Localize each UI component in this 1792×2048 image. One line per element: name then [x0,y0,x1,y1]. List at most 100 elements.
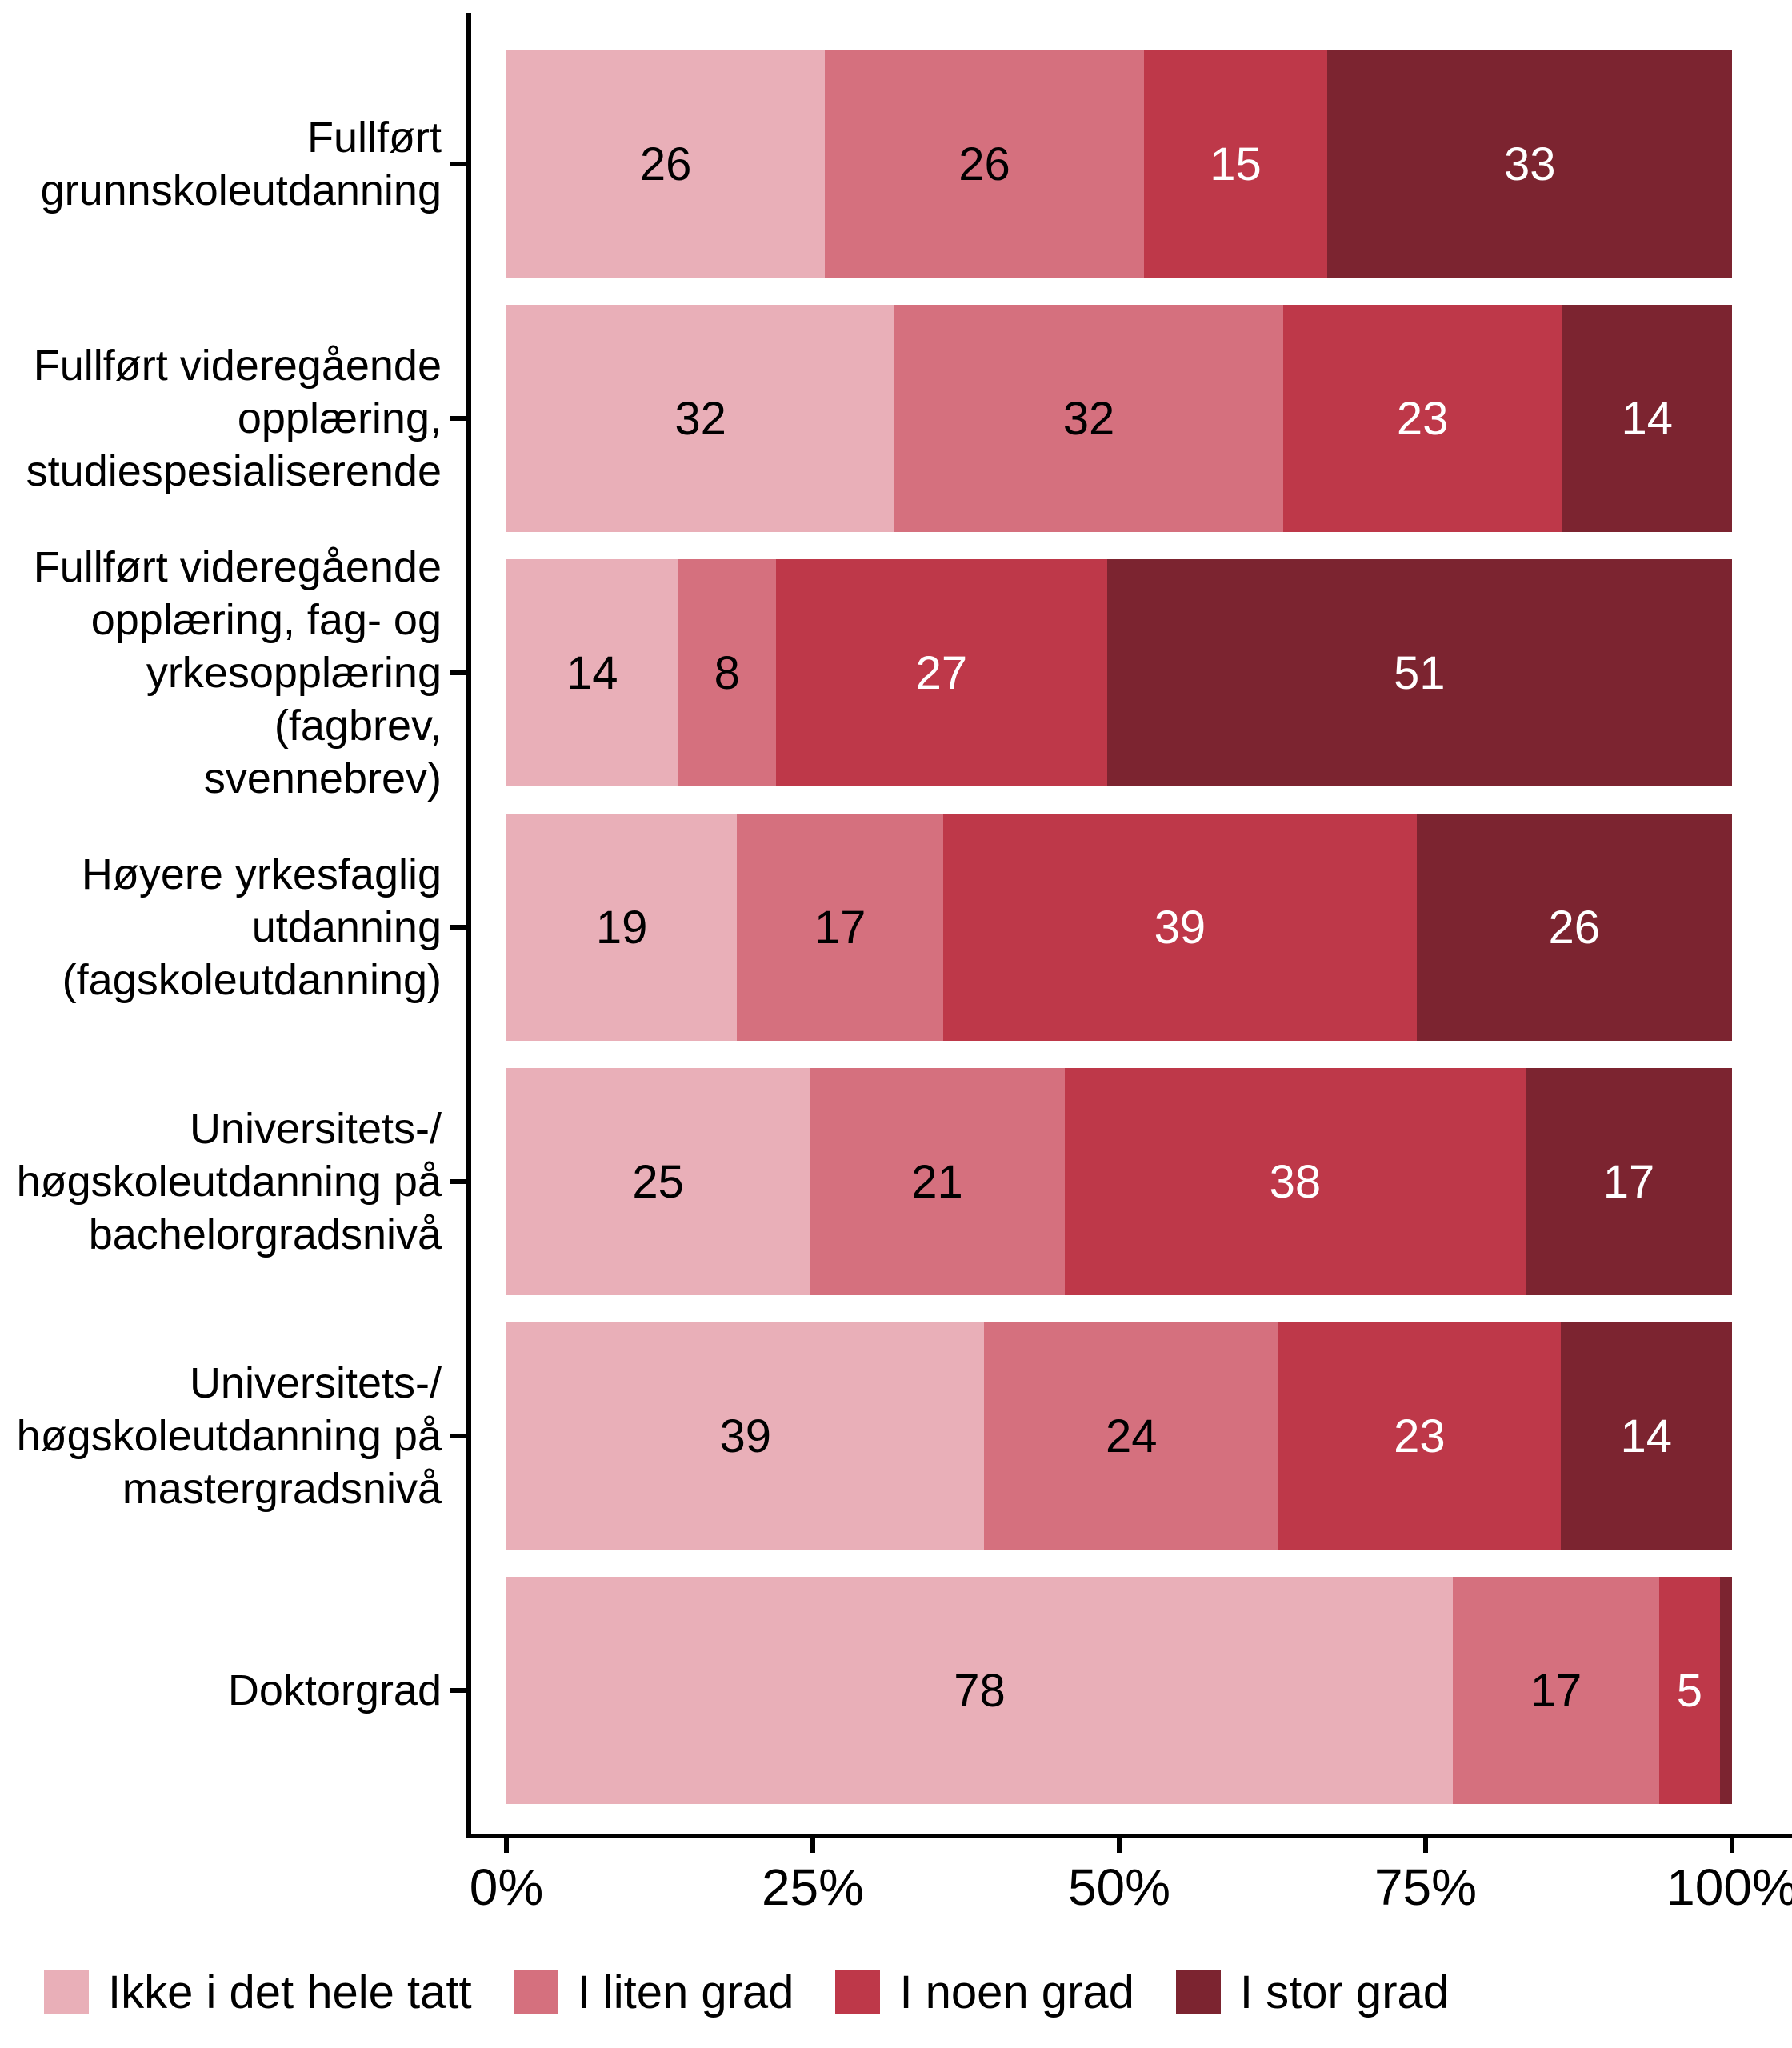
bar-row: 25 21 38 17 [506,1068,1732,1295]
bar-row: 19 17 39 26 [506,814,1732,1041]
x-tick-mark [1730,1838,1734,1853]
bar-segment: 17 [737,814,944,1041]
bar-row: 78 17 5 [506,1577,1732,1804]
legend-swatch [1175,1970,1221,2014]
category-labels-column: Fullført grunnskoleutdanning Fullført vid… [0,37,442,1818]
bar-value-label: 17 [1602,1155,1655,1208]
x-tick-label: 25% [761,1858,865,1916]
legend-label: I stor grad [1239,1966,1450,2018]
legend-item: I stor grad [1175,1966,1450,2019]
bar-row: 14 8 27 51 [506,559,1732,786]
bar-value-label: 27 [915,646,968,699]
category-label-cell: Universitets-/ høgskoleutdanning på mast… [0,1309,442,1563]
category-label: Universitets-/ høgskoleutdanning på bach… [16,1105,442,1258]
legend-label: Ikke i det hele tatt [108,1966,472,2018]
bar-value-label: 15 [1210,138,1262,190]
bar-segment: 8 [678,559,777,786]
x-tick-label: 0% [469,1858,544,1916]
x-tick-label: 50% [1067,1858,1171,1916]
category-label: Doktorgrad [227,1666,442,1714]
bar-segment: 5 [1658,1577,1720,1804]
y-tick-mark [450,1179,466,1184]
bar-value-label: 78 [954,1664,1006,1717]
bar-segment [1719,1577,1732,1804]
x-tick-label: 75% [1374,1858,1478,1916]
legend-swatch [513,1970,558,2014]
y-tick-mark [450,416,466,421]
bar-value-label: 39 [719,1410,771,1462]
x-tick-mark [504,1838,509,1853]
legend-label: I noen grad [899,1966,1134,2018]
bar-segment: 23 [1282,305,1562,532]
bar-segment: 27 [776,559,1107,786]
legend: Ikke i det hele tatt I liten grad I noen g… [44,1944,1449,2040]
bar-value-label: 21 [911,1155,963,1208]
bar-value-label: 14 [1621,392,1674,445]
bar-segment: 17 [1453,1577,1659,1804]
bar-value-label: 5 [1676,1664,1703,1717]
bar-value-label: 33 [1503,138,1556,190]
bar-value-label: 26 [639,138,692,190]
bar-row: 26 26 15 33 [506,50,1732,278]
y-tick-mark [450,162,466,166]
category-label: Fullført videregående opplæring, studies… [26,342,442,495]
category-label-cell: Fullført videregående opplæring, studies… [0,291,442,546]
category-label-cell: Høyere yrkesfaglig utdanning (fagskoleut… [0,800,442,1054]
bar-segment: 39 [943,814,1417,1041]
category-label-cell: Universitets-/ høgskoleutdanning på bach… [0,1054,442,1309]
bar-value-label: 24 [1106,1410,1158,1462]
bar-value-label: 26 [1548,901,1601,954]
bar-value-label: 26 [958,138,1010,190]
bar-segment: 21 [810,1068,1065,1295]
bar-value-label: 17 [1530,1664,1582,1717]
y-tick-mark [450,925,466,930]
legend-item: I liten grad [513,1966,794,2019]
bar-segment: 78 [506,1577,1454,1804]
legend-swatch [835,1970,881,2014]
legend-item: Ikke i det hele tatt [44,1966,472,2019]
bar-value-label: 14 [1620,1410,1672,1462]
x-tick-mark [1423,1838,1428,1853]
bar-segment: 17 [1526,1068,1732,1295]
bar-segment: 14 [1562,305,1732,532]
x-tick-mark [810,1838,815,1853]
category-label: Høyere yrkesfaglig utdanning (fagskoleut… [62,850,442,1004]
legend-label: I liten grad [577,1966,794,2018]
bar-row: 32 32 23 14 [506,305,1732,532]
y-tick-mark [450,1688,466,1693]
bar-value-label: 39 [1154,901,1206,954]
x-tick-mark [1117,1838,1122,1853]
bar-segment: 33 [1327,50,1732,278]
legend-item: I noen grad [835,1966,1134,2019]
x-axis-line [466,1834,1792,1838]
y-tick-mark [450,670,466,675]
bar-segment: 26 [825,50,1144,278]
bar-segment: 25 [506,1068,810,1295]
bar-segment: 39 [506,1322,985,1550]
bar-value-label: 32 [1062,392,1115,445]
bar-value-label: 32 [674,392,726,445]
bar-value-label: 23 [1396,392,1449,445]
bar-segment: 23 [1278,1322,1561,1550]
bar-value-label: 38 [1269,1155,1322,1208]
category-label: Fullført videregående opplæring, fag- og… [33,543,442,802]
category-label: Fullført grunnskoleutdanning [40,114,442,214]
bar-segment: 19 [506,814,738,1041]
bars-plot-area: 26 26 15 33 32 32 23 14 14 8 27 51 19 17 39 26 25 21 38 17 3… [506,50,1732,1831]
bar-value-label: 17 [814,901,866,954]
bar-segment: 51 [1106,559,1732,786]
bar-value-label: 25 [632,1155,684,1208]
category-label-cell: Fullført grunnskoleutdanning [0,37,442,291]
bar-segment: 32 [894,305,1283,532]
y-tick-mark [450,1434,466,1438]
bar-segment: 14 [1560,1322,1732,1550]
bar-segment: 15 [1143,50,1328,278]
bar-segment: 26 [506,50,826,278]
bar-value-label: 19 [595,901,648,954]
bar-value-label: 14 [566,646,618,699]
bar-value-label: 23 [1394,1410,1446,1462]
y-axis-line [466,13,471,1838]
bar-segment: 38 [1064,1068,1526,1295]
legend-swatch [44,1970,89,2014]
bar-segment: 14 [506,559,678,786]
